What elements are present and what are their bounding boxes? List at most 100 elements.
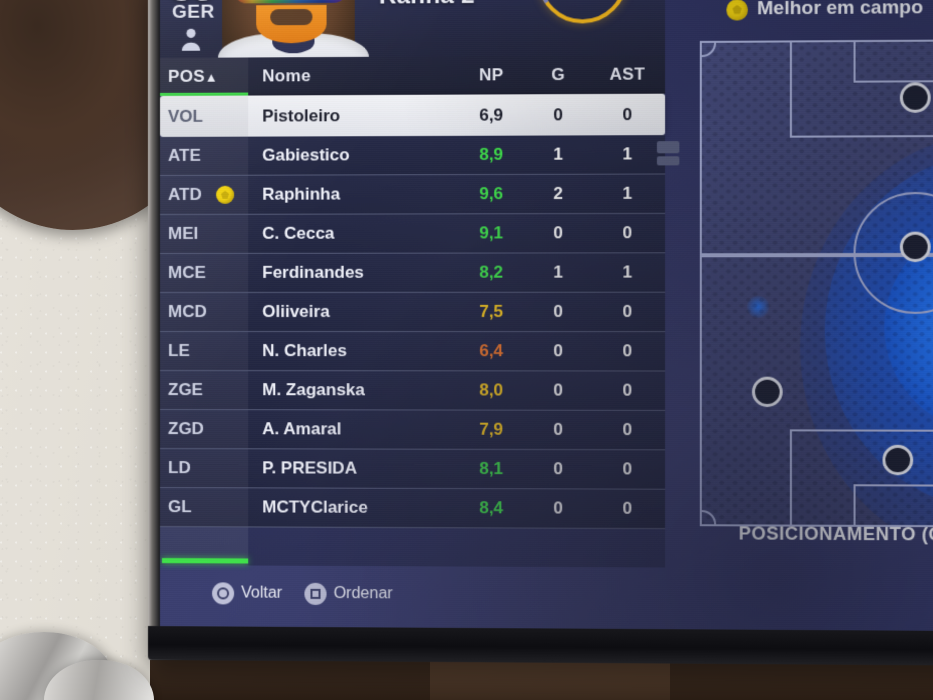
table-row[interactable]: ZGE M. Zaganska 8,0 0 0: [159, 371, 666, 411]
cell-assists-wrapper: 1: [590, 262, 665, 282]
player-position-dot: [882, 444, 914, 476]
tv-bezel-left-edge: [148, 0, 160, 661]
table-row[interactable]: ATE Gabiestico 8,9 1 1: [159, 135, 680, 176]
cell-goals: 0: [553, 498, 563, 518]
cell-player-name: P. PRESIDA: [262, 458, 357, 478]
cell-match-rating: 6,4: [479, 341, 504, 361]
table-footer-spacer: [159, 527, 666, 568]
heatmap-panel: Melhor em campo: [677, 0, 933, 631]
tv-bottom-frame: [148, 626, 933, 666]
corner-arc-bottom-left: [699, 510, 717, 528]
player-mouth: [270, 8, 313, 26]
cell-goals: 0: [553, 459, 563, 479]
cell-assists: 0: [622, 459, 633, 479]
player-ratings-table: POS▲ Nome NP G AST VOL Pistoleiro 6,9 0 0 ATE…: [159, 55, 680, 568]
football-ball-icon: [726, 0, 748, 21]
table-row[interactable]: ATD Raphinha 9,6 2 1: [159, 174, 666, 215]
cell-goals: 0: [553, 223, 563, 243]
cell-assists-wrapper: 0: [590, 459, 665, 479]
cell-player-name: M. Zaganska: [262, 380, 365, 400]
cell-match-rating: 9,1: [479, 223, 504, 243]
cell-player-name: Oliiveira: [262, 301, 330, 321]
cell-goals: 0: [553, 380, 563, 400]
cell-position: MEI: [168, 223, 199, 243]
button-hint-label: Voltar: [241, 584, 283, 602]
man-of-the-match-badge: Melhor em campo: [726, 0, 923, 21]
square-button-icon: [304, 582, 327, 606]
six-yard-box-top: [853, 39, 933, 83]
cell-position: MCD: [168, 301, 207, 321]
man-of-the-match-label: Melhor em campo: [757, 0, 924, 20]
cell-player-name: N. Charles: [262, 341, 347, 361]
cell-position: ZGE: [168, 380, 203, 400]
goal-line-top: [882, 38, 933, 42]
cell-assists-wrapper: 0: [590, 499, 665, 519]
table-row[interactable]: MEI C. Cecca 9,1 0 0: [159, 213, 666, 254]
cell-assists-wrapper: 0: [590, 302, 665, 322]
cell-assists-wrapper: 0: [590, 341, 665, 361]
table-row[interactable]: LD P. PRESIDA 8,1 0 0: [159, 449, 666, 490]
cell-match-rating: 6,9: [479, 104, 504, 125]
pos-column-background: [159, 57, 249, 96]
floor-plank: [430, 660, 670, 700]
cell-assists: 1: [622, 183, 633, 203]
table-row[interactable]: VOL Pistoleiro 6,9 0 0: [159, 93, 666, 137]
cell-player-name: C. Cecca: [262, 223, 335, 243]
cell-assists-wrapper: 1: [590, 141, 680, 166]
cell-player-name: Raphinha: [262, 184, 341, 204]
cell-position: ATE: [168, 145, 201, 165]
cell-position: VOL: [168, 106, 203, 126]
heatmap-caption: POSICIONAMENTO (G: [738, 523, 933, 545]
cell-position: MCE: [168, 262, 206, 282]
cell-position: LD: [168, 458, 191, 478]
cell-assists-wrapper: 0: [590, 381, 665, 401]
cell-match-rating: 8,1: [479, 458, 504, 479]
column-header-name[interactable]: Nome: [262, 66, 311, 86]
column-header-g[interactable]: G: [551, 64, 566, 85]
player-position-dot: [899, 82, 931, 113]
football-ball-icon: [216, 185, 235, 204]
cell-goals: 1: [553, 262, 563, 282]
table-row[interactable]: GL MCTYClarice 8,4 0 0: [159, 488, 666, 530]
cell-match-rating: 7,9: [479, 419, 504, 439]
corner-arc-top-left: [699, 38, 717, 58]
football-pitch-heatmap: [699, 38, 933, 528]
cell-assists: 1: [622, 262, 633, 282]
tv-screen: 86 GER MI Ranha 2 6,9: [159, 0, 933, 631]
cell-match-rating: 7,5: [479, 301, 504, 321]
table-header-row: POS▲ Nome NP G AST: [159, 55, 666, 96]
cell-player-name: MCTYClarice: [262, 497, 368, 517]
cell-assists: 1: [622, 144, 633, 164]
button-hint[interactable]: Ordenar: [304, 582, 393, 606]
cell-goals: 0: [553, 104, 563, 124]
cell-position: ZGD: [168, 419, 204, 439]
button-hint[interactable]: Voltar: [212, 582, 283, 605]
column-header-np[interactable]: NP: [478, 65, 504, 85]
cell-match-rating: 8,2: [479, 262, 504, 282]
cell-assists: 0: [622, 104, 633, 124]
cell-player-name: Pistoleiro: [262, 105, 341, 126]
cell-position: ATD: [168, 184, 202, 204]
cell-goals: 1: [553, 144, 563, 164]
table-row[interactable]: LE N. Charles 6,4 0 0: [159, 332, 666, 372]
cell-assists: 0: [622, 223, 633, 243]
cell-goals: 0: [553, 301, 563, 321]
cell-assists: 0: [622, 419, 633, 440]
table-row[interactable]: MCD Oliiveira 7,5 0 0: [159, 292, 666, 333]
button-hint-label: Ordenar: [333, 584, 393, 603]
cell-assists-wrapper: 0: [590, 223, 665, 243]
column-header-ast[interactable]: AST: [609, 64, 646, 84]
player-nationality: GER: [172, 1, 215, 23]
cell-assists-wrapper: 0: [590, 420, 665, 440]
game-ui: 86 GER MI Ranha 2 6,9: [159, 0, 933, 631]
table-row[interactable]: MCE Ferdinandes 8,2 1 1: [159, 253, 666, 293]
match-rating-value: 6,9: [538, 0, 627, 24]
television: 86 GER MI Ranha 2 6,9: [148, 0, 933, 666]
cell-position: LE: [168, 341, 190, 361]
button-hint-bar: Voltar Ordenar: [212, 582, 393, 606]
player-position-dot: [752, 376, 784, 408]
player-name: Ranha 2: [379, 0, 475, 11]
player-card-header: 86 GER MI Ranha 2 6,9: [159, 0, 666, 78]
table-row[interactable]: ZGD A. Amaral 7,9 0 0: [159, 410, 666, 451]
